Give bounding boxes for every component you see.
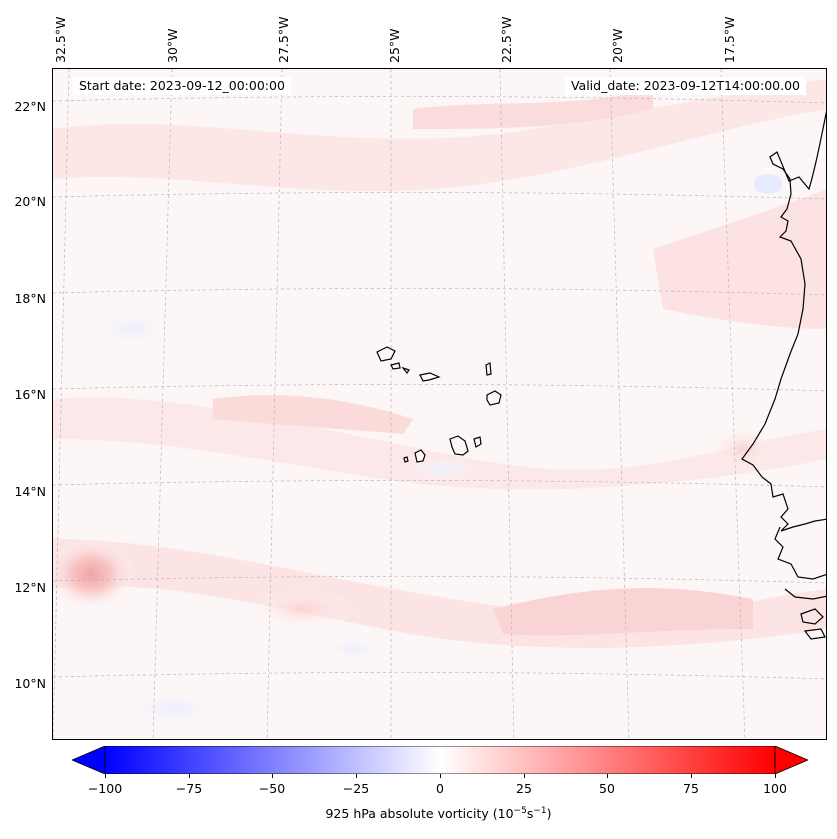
colorbar-svg (70, 745, 810, 775)
lat-label-12n: 12°N (14, 580, 46, 595)
lat-label-10n: 10°N (14, 676, 46, 691)
start-date-label: Start date: 2023-09-12_00:00:00 (73, 77, 291, 95)
colorbar-tick-label: −25 (342, 781, 370, 796)
map-panel: Start date: 2023-09-12_00:00:00 Valid_da… (52, 68, 827, 740)
lon-label-17-5w: 17.5°W (722, 16, 737, 63)
colorbar-tick-label: 0 (436, 781, 444, 796)
colorbar-title-exp2: −1 (533, 806, 547, 816)
lat-label-20n: 20°N (14, 194, 46, 209)
colorbar-tick-label: 75 (683, 781, 699, 796)
colorbar-tick-label: −50 (258, 781, 286, 796)
colorbar-gradient (104, 745, 776, 775)
lat-label-18n: 18°N (14, 291, 46, 306)
colorbar-title-suffix: ) (546, 806, 552, 822)
lon-label-25w: 25°W (387, 28, 402, 63)
colorbar-min-extend (70, 745, 106, 775)
colorbar-tick-label: −75 (175, 781, 203, 796)
cape-verde-islands (376, 346, 502, 463)
lon-label-27-5w: 27.5°W (276, 16, 291, 63)
lat-label-16n: 16°N (14, 387, 46, 402)
lon-label-30w: 30°W (165, 28, 180, 63)
lat-label-22n: 22°N (14, 99, 46, 114)
colorbar-tick-label: 50 (599, 781, 615, 796)
lon-label-22-5w: 22.5°W (499, 16, 514, 63)
gridlines (53, 69, 826, 739)
lon-label-20w: 20°W (610, 28, 625, 63)
colorbar (70, 745, 810, 775)
colorbar-tick-label: 25 (516, 781, 532, 796)
colorbar-title: 925 hPa absolute vorticity (10−5s−1) (0, 806, 837, 821)
lat-label-14n: 14°N (14, 484, 46, 499)
lon-label-32-5w: 32.5°W (53, 16, 68, 63)
vorticity-map (53, 69, 826, 739)
colorbar-max-extend (774, 745, 810, 775)
colorbar-tick-label: −100 (87, 781, 123, 796)
colorbar-tick-label: 100 (763, 781, 787, 796)
coastline (741, 110, 826, 640)
colorbar-title-mid: s (526, 806, 534, 822)
colorbar-title-exp1: −5 (513, 806, 527, 816)
vorticity-field (53, 69, 826, 739)
valid-date-label: Valid_date: 2023-09-12T14:00:00.00 (564, 77, 806, 95)
colorbar-title-prefix: 925 hPa absolute vorticity (10 (325, 806, 514, 822)
